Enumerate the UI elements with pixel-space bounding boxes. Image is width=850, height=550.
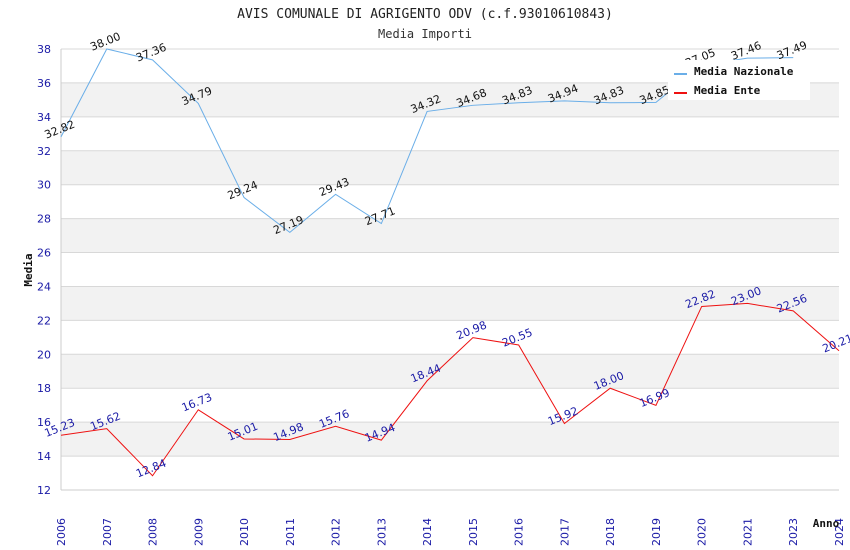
y-tick-label: 16 <box>37 416 51 429</box>
y-axis-label: Media <box>22 253 35 286</box>
grid-band <box>61 320 839 355</box>
series-line-ente <box>60 302 840 477</box>
x-axis-label: Anno <box>813 517 840 530</box>
y-tick-label: 24 <box>37 280 51 293</box>
x-tick-label: 2011 <box>284 518 297 546</box>
chart-subtitle: Media Importi <box>378 27 472 41</box>
grid-band <box>61 388 839 423</box>
x-tick-label: 2019 <box>650 518 663 546</box>
grid-band <box>61 252 839 287</box>
x-tick-label: 2008 <box>147 518 160 546</box>
y-tick-label: 32 <box>37 145 51 158</box>
chart-title: AVIS COMUNALE DI AGRIGENTO ODV (c.f.9301… <box>237 7 613 22</box>
y-tick-label: 12 <box>37 484 51 497</box>
x-tick-label: 2012 <box>330 518 343 546</box>
y-tick-label: 38 <box>37 43 51 56</box>
x-tick-label: 2018 <box>604 518 617 546</box>
x-axis-ticks: 2006 2007 2008 2009 2010 2011 2012 2013 2014 2015… <box>55 518 846 546</box>
legend: Media Nazionale Media Ente <box>668 60 810 100</box>
grid-bands <box>60 48 839 491</box>
y-axis-ticks: 12 14 16 18 20 22 24 26 28 30 32 34 36 38 <box>37 43 51 497</box>
y-tick-label: 30 <box>37 179 51 192</box>
x-tick-label: 2007 <box>101 518 114 546</box>
x-tick-label: 2016 <box>513 518 526 546</box>
x-tick-label: 2020 <box>696 518 709 546</box>
x-tick-label: 2024 <box>833 518 846 546</box>
y-tick-label: 22 <box>37 314 51 327</box>
y-tick-label: 36 <box>37 77 51 90</box>
grid-band <box>61 218 839 253</box>
legend-label: Media Ente <box>694 84 761 97</box>
grid-band <box>61 456 839 490</box>
grid-band <box>61 116 839 151</box>
legend-box <box>668 60 810 100</box>
grid-band <box>61 422 839 457</box>
grid-band <box>61 184 839 219</box>
x-tick-label: 2021 <box>741 518 754 546</box>
grid-band <box>61 286 839 321</box>
y-tick-label: 28 <box>37 213 51 226</box>
x-tick-label: 2015 <box>467 518 480 546</box>
x-tick-label: 2009 <box>192 518 205 546</box>
y-tick-label: 20 <box>37 348 51 361</box>
x-tick-label: 2010 <box>238 518 251 546</box>
y-tick-label: 26 <box>37 247 51 260</box>
grid-band <box>61 354 839 389</box>
x-tick-label: 2013 <box>375 518 388 546</box>
y-tick-label: 34 <box>37 111 51 124</box>
x-tick-label: 2014 <box>421 518 434 546</box>
x-tick-label: 2017 <box>558 518 571 546</box>
x-tick-label: 2023 <box>787 518 800 546</box>
legend-label: Media Nazionale <box>694 65 794 78</box>
y-tick-label: 18 <box>37 382 51 395</box>
y-tick-label: 14 <box>37 450 51 463</box>
grid-band <box>61 150 839 185</box>
x-tick-label: 2006 <box>55 518 68 546</box>
